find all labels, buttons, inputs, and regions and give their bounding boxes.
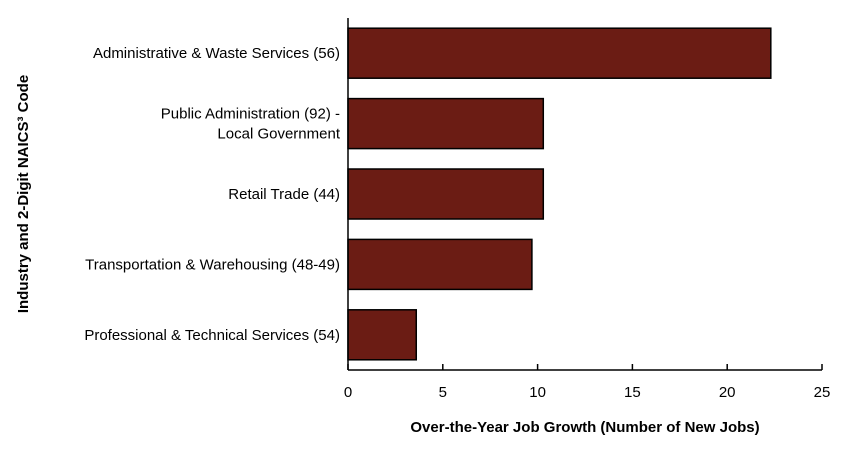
bar bbox=[347, 309, 418, 361]
x-tick-label: 5 bbox=[439, 384, 447, 401]
x-tick-label: 0 bbox=[344, 384, 352, 401]
x-tick-label: 10 bbox=[529, 384, 546, 401]
y-axis-title: Industry and 2-Digit NAICS³ Code bbox=[15, 75, 32, 313]
bar bbox=[347, 97, 545, 150]
category-label: Retail Trade (44) bbox=[228, 186, 340, 203]
bar bbox=[347, 238, 533, 291]
category-label: Transportation & Warehousing (48-49) bbox=[85, 256, 340, 273]
bar bbox=[347, 27, 772, 79]
x-axis-ticks: 0 5 10 15 20 25 bbox=[344, 364, 831, 401]
category-labels: Administrative & Waste Services (56) Publ… bbox=[84, 45, 341, 344]
category-label: Administrative & Waste Services (56) bbox=[93, 45, 340, 62]
x-tick-label: 15 bbox=[624, 384, 641, 401]
x-axis-title: Over-the-Year Job Growth (Number of New … bbox=[410, 419, 759, 436]
bars-group bbox=[347, 27, 772, 361]
bar bbox=[347, 168, 545, 220]
category-label: Professional & Technical Services (54) bbox=[84, 327, 340, 344]
x-tick-label: 25 bbox=[814, 384, 831, 401]
category-label: Public Administration (92) -Local Govern… bbox=[161, 106, 341, 143]
x-tick-label: 20 bbox=[719, 384, 736, 401]
